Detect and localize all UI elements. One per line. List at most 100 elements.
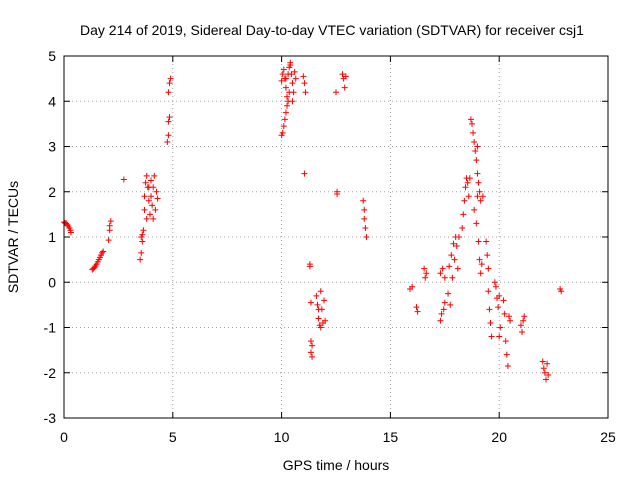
data-point (342, 73, 349, 80)
data-point (467, 116, 474, 123)
data-point (143, 172, 150, 179)
x-tick-label: 0 (60, 429, 68, 445)
data-point (438, 310, 445, 317)
data-point (99, 249, 106, 256)
data-point (437, 317, 444, 324)
data-point (541, 369, 548, 376)
y-tick-label: -3 (44, 410, 57, 426)
data-point (91, 264, 98, 271)
data-point (446, 263, 453, 270)
data-point (422, 274, 429, 281)
data-point (291, 68, 298, 75)
data-point (148, 193, 155, 200)
y-tick-label: 1 (48, 229, 56, 245)
data-point (473, 220, 480, 227)
data-point (301, 170, 308, 177)
data-point (476, 256, 483, 263)
data-point (314, 301, 321, 308)
data-point (496, 333, 503, 340)
data-point (151, 172, 158, 179)
data-point (317, 288, 324, 295)
data-point (539, 358, 546, 365)
data-point (448, 252, 455, 259)
data-point (107, 218, 114, 225)
data-point (486, 306, 493, 313)
data-point (445, 290, 452, 297)
data-point (287, 59, 294, 66)
data-point (282, 84, 289, 91)
data-point (545, 372, 552, 379)
data-point (334, 191, 341, 198)
data-point (100, 248, 107, 255)
data-point (473, 157, 480, 164)
data-point (282, 109, 289, 116)
y-tick-label: 2 (48, 184, 56, 200)
data-point (361, 206, 368, 213)
data-point (454, 265, 461, 272)
data-point (474, 170, 481, 177)
data-point (464, 179, 471, 186)
data-point (165, 89, 172, 96)
data-point (279, 71, 286, 78)
data-point (477, 197, 484, 204)
data-point (517, 322, 524, 329)
tick-layer: 0 5 10 15 20 25 -3 -2 -1 0 1 2 3 4 5 (44, 48, 616, 445)
data-point (317, 324, 324, 331)
data-point (460, 211, 467, 218)
data-point (315, 306, 322, 313)
data-point (475, 238, 482, 245)
data-point (165, 132, 172, 139)
data-point (439, 265, 446, 272)
data-point (507, 317, 514, 324)
data-point (167, 75, 174, 82)
data-point (423, 270, 430, 277)
data-point (465, 193, 472, 200)
data-point (469, 120, 475, 127)
y-tick-label: -1 (44, 320, 57, 336)
data-point (280, 123, 287, 130)
data-point (413, 304, 420, 311)
data-point (449, 274, 456, 281)
data-point (466, 175, 473, 182)
data-point (279, 129, 286, 136)
data-point (309, 353, 316, 360)
data-point (321, 297, 328, 304)
data-point (475, 179, 482, 186)
data-point (153, 188, 160, 195)
x-tick-label: 20 (491, 429, 507, 445)
data-point (288, 71, 295, 78)
data-point (309, 342, 316, 349)
data-point (472, 148, 479, 155)
data-point (437, 270, 444, 277)
data-point (450, 240, 457, 247)
data-point (503, 351, 510, 358)
data-point (142, 179, 149, 186)
data-point (462, 184, 469, 191)
y-tick-label: -2 (44, 365, 57, 381)
x-tick-label: 25 (600, 429, 616, 445)
data-point (414, 308, 421, 315)
data-point (519, 329, 526, 336)
data-point (521, 313, 528, 320)
data-point (477, 270, 484, 277)
data-points (61, 59, 565, 383)
data-point (540, 365, 547, 372)
data-point (322, 317, 329, 324)
data-point (278, 77, 285, 84)
data-point (479, 193, 486, 200)
data-point (289, 98, 296, 105)
data-point (307, 338, 314, 345)
data-point (306, 261, 313, 268)
data-point (453, 243, 460, 250)
data-point (284, 93, 291, 100)
data-point (280, 66, 287, 73)
data-point (302, 89, 309, 96)
data-point (307, 299, 314, 306)
data-point (137, 256, 144, 263)
data-point (361, 215, 368, 222)
data-point (478, 261, 485, 268)
data-point (474, 143, 481, 150)
x-tick-label: 10 (274, 429, 290, 445)
data-point (459, 224, 466, 231)
x-axis-label: GPS time / hours (283, 457, 390, 473)
